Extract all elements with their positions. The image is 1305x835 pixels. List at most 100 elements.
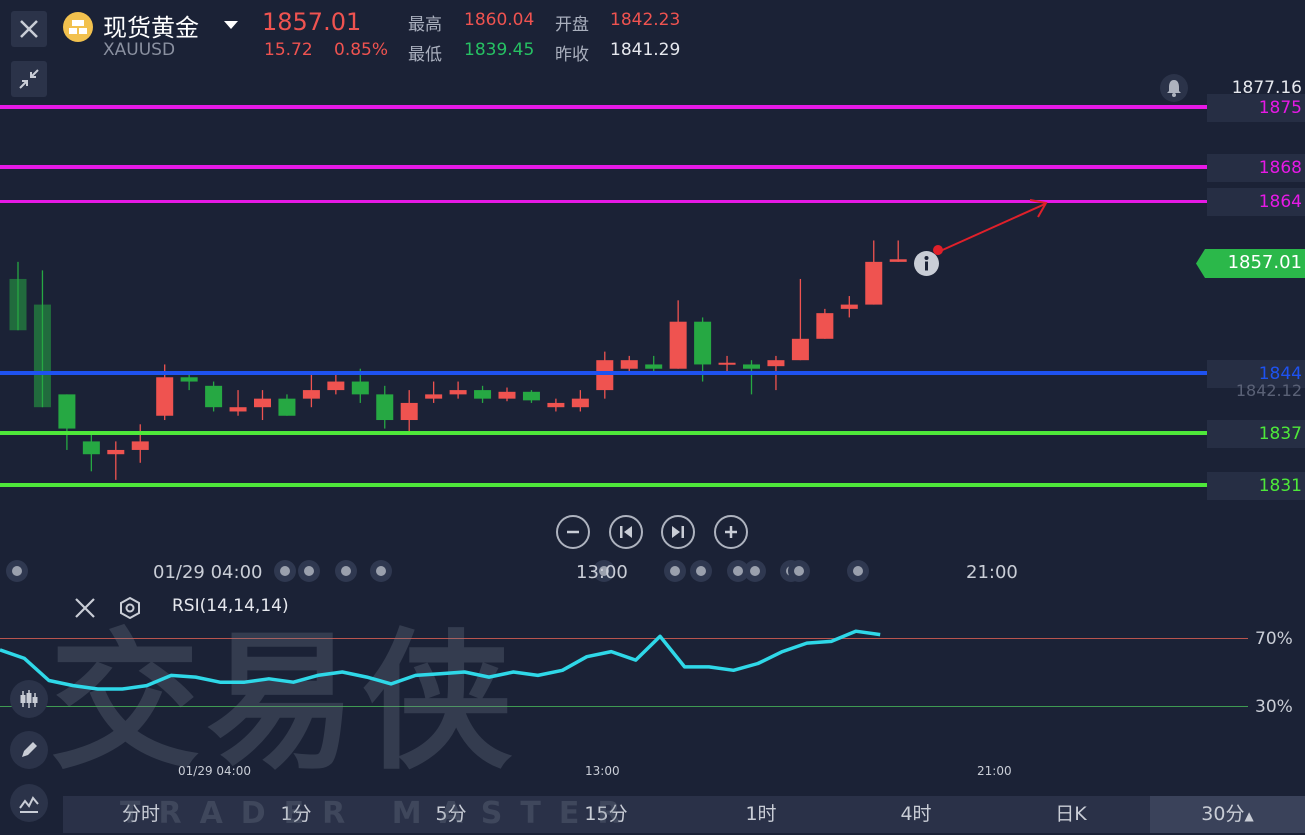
candle-body (474, 390, 492, 399)
timeframe-tab-5m[interactable]: 5分 (435, 803, 467, 825)
timeframe-tab-line[interactable]: 分时 (121, 803, 160, 825)
top-price-label: 1877.16 (1207, 74, 1305, 96)
current-price-value: 1857.01 (1227, 252, 1302, 273)
time-axis-label: 01/29 04:00 (153, 562, 263, 583)
indicator-settings-button[interactable] (117, 595, 143, 625)
level-tag-1868: 1868 (1207, 154, 1305, 182)
candle-body (498, 391, 516, 399)
candle-body (889, 259, 907, 262)
chevron-down-icon[interactable] (224, 16, 238, 35)
candle-body (82, 441, 100, 455)
candle-body (327, 381, 345, 391)
event-marker[interactable] (847, 560, 869, 582)
timeframe-tab-15m[interactable]: 15分 (584, 803, 628, 825)
event-marker[interactable] (690, 560, 712, 582)
candle-body (376, 394, 394, 421)
level-tag-1864: 1864 (1207, 188, 1305, 216)
prev-close-value: 1841.29 (610, 40, 681, 60)
timeframe-tab-4h[interactable]: 4时 (900, 803, 932, 825)
candle-body (156, 377, 174, 416)
level-line-1875[interactable] (0, 105, 1208, 109)
event-marker[interactable] (335, 560, 357, 582)
draw-tool-button[interactable] (10, 731, 48, 769)
candle-body (865, 261, 883, 305)
low-label: 最低 (408, 45, 442, 65)
level-tag-1875: 1875 (1207, 94, 1305, 122)
candle-body (33, 304, 51, 408)
level-line-1868[interactable] (0, 165, 1208, 169)
rsi-line (0, 629, 881, 691)
rsi-70-line (0, 638, 1248, 639)
candle-body (840, 304, 858, 309)
candle-body (718, 362, 736, 365)
scroll-start-button[interactable] (609, 515, 643, 549)
candle-body (547, 402, 565, 408)
rsi-time-label: 13:00 (585, 764, 620, 778)
timeframe-tab-1h[interactable]: 1时 (745, 803, 777, 825)
candle-body (205, 385, 223, 408)
rsi-30-label: 30% (1255, 697, 1293, 717)
candle-body (669, 321, 687, 369)
last-price: 1857.01 (262, 8, 362, 36)
candle-body (522, 391, 540, 401)
prev-close-label: 昨收 (555, 45, 589, 65)
caret-up-icon: ▲ (1244, 809, 1254, 823)
level-line-1837[interactable] (0, 431, 1208, 435)
rsi-label: RSI(14,14,14) (172, 596, 289, 616)
prev-close-faint-label: 1842.12 (1235, 381, 1302, 400)
indicator-button[interactable] (10, 784, 48, 822)
level-line-1844[interactable] (0, 371, 1208, 375)
candle-body (180, 377, 198, 382)
close-indicator-button[interactable] (72, 595, 98, 625)
trend-arrow-drawing[interactable] (900, 190, 1060, 280)
event-marker[interactable] (788, 560, 810, 582)
event-marker[interactable] (727, 560, 749, 582)
low-value: 1839.45 (464, 40, 535, 60)
candle-body (791, 338, 809, 361)
close-button[interactable] (11, 11, 47, 47)
instrument-title[interactable]: 现货黄金 (103, 14, 199, 42)
info-icon[interactable] (914, 251, 939, 276)
zoom-out-button[interactable] (556, 515, 590, 549)
event-marker[interactable] (593, 560, 615, 582)
collapse-button[interactable] (11, 61, 47, 97)
candle-body (743, 364, 760, 369)
event-marker[interactable] (274, 560, 296, 582)
skip-back-icon (620, 526, 632, 538)
rsi-time-label: 01/29 04:00 (178, 764, 251, 778)
level-line-1831[interactable] (0, 483, 1208, 487)
timeframe-tab-1d[interactable]: 日K (1055, 803, 1087, 825)
time-axis-label: 13:00 (576, 562, 628, 583)
event-marker[interactable] (298, 560, 320, 582)
gold-coin-icon (63, 12, 93, 42)
current-price-tag: 1857.01 (1196, 249, 1305, 278)
bell-icon (1167, 80, 1181, 97)
timeframe-tab-1m[interactable]: 1分 (280, 803, 312, 825)
change-percent: 0.85% (334, 40, 389, 60)
candle-body (278, 398, 296, 416)
scroll-end-button[interactable] (661, 515, 695, 549)
candlestick-chart[interactable] (0, 0, 1208, 520)
event-marker[interactable] (6, 560, 28, 582)
change-value: 15.72 (264, 40, 313, 60)
event-marker[interactable] (744, 560, 766, 582)
event-marker[interactable] (370, 560, 392, 582)
rsi-time-label: 21:00 (977, 764, 1012, 778)
rsi-chart[interactable] (0, 600, 1248, 770)
candle-body (816, 313, 834, 339)
candle-body (302, 390, 320, 399)
high-label: 最高 (408, 15, 442, 35)
open-value: 1842.23 (610, 10, 681, 30)
level-line-1864[interactable] (0, 200, 1208, 203)
settings-hexagon-icon (120, 596, 140, 620)
alert-bell-button[interactable] (1160, 74, 1188, 102)
symbol-code: XAUUSD (103, 40, 176, 60)
candle-type-button[interactable] (10, 680, 48, 718)
event-marker[interactable] (664, 560, 686, 582)
line-chart-icon (19, 796, 39, 813)
timeframe-tab-30m-active[interactable]: 30分▲ (1150, 796, 1305, 833)
watermark-logo: 交易侠 (50, 616, 519, 790)
level-tag-1831: 1831 (1207, 472, 1305, 500)
zoom-in-button[interactable] (714, 515, 748, 549)
time-axis-label: 21:00 (966, 562, 1018, 583)
